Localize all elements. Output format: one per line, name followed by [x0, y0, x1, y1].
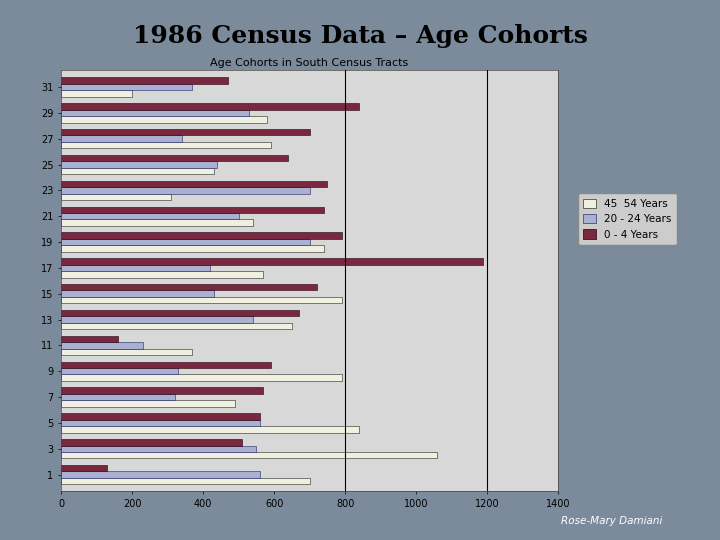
Bar	[61, 471, 260, 478]
Bar	[61, 219, 253, 226]
Bar	[61, 193, 171, 200]
Bar	[61, 316, 253, 323]
Bar	[61, 362, 271, 368]
Bar	[61, 465, 107, 471]
Bar	[61, 387, 264, 394]
Title: Age Cohorts in South Census Tracts: Age Cohorts in South Census Tracts	[210, 58, 409, 68]
Bar	[61, 336, 118, 342]
Bar	[61, 258, 483, 265]
Bar	[61, 84, 192, 90]
Bar	[61, 161, 217, 168]
Bar	[61, 181, 328, 187]
Bar	[61, 413, 260, 420]
Bar	[61, 187, 310, 193]
Bar	[61, 206, 324, 213]
Bar	[61, 265, 210, 271]
Bar	[61, 103, 359, 110]
Bar	[61, 155, 288, 161]
Bar	[61, 168, 214, 174]
Bar	[61, 297, 341, 303]
Bar	[61, 439, 242, 446]
Bar	[61, 310, 299, 316]
Bar	[61, 420, 260, 426]
Bar	[61, 90, 132, 97]
Text: 1986 Census Data – Age Cohorts: 1986 Census Data – Age Cohorts	[132, 24, 588, 48]
Bar	[61, 446, 256, 452]
Bar	[61, 232, 341, 239]
Bar	[61, 116, 267, 123]
Bar	[61, 374, 341, 381]
Bar	[61, 245, 324, 252]
Bar	[61, 426, 359, 433]
Bar	[61, 394, 175, 400]
Bar	[61, 110, 249, 116]
Bar	[61, 368, 179, 374]
Bar	[61, 77, 228, 84]
Bar	[61, 142, 271, 149]
Bar	[61, 478, 310, 484]
Bar	[61, 271, 264, 278]
Bar	[61, 400, 235, 407]
Bar	[61, 239, 310, 245]
Bar	[61, 342, 143, 349]
Bar	[61, 284, 317, 291]
Legend: 45  54 Years, 20 - 24 Years, 0 - 4 Years: 45 54 Years, 20 - 24 Years, 0 - 4 Years	[578, 193, 677, 245]
Bar	[61, 349, 192, 355]
Bar	[61, 323, 292, 329]
Bar	[61, 213, 238, 219]
Bar	[61, 136, 182, 142]
Bar	[61, 291, 214, 297]
Text: Rose-Mary Damiani: Rose-Mary Damiani	[561, 516, 662, 526]
Bar	[61, 452, 437, 458]
Bar	[61, 129, 310, 136]
